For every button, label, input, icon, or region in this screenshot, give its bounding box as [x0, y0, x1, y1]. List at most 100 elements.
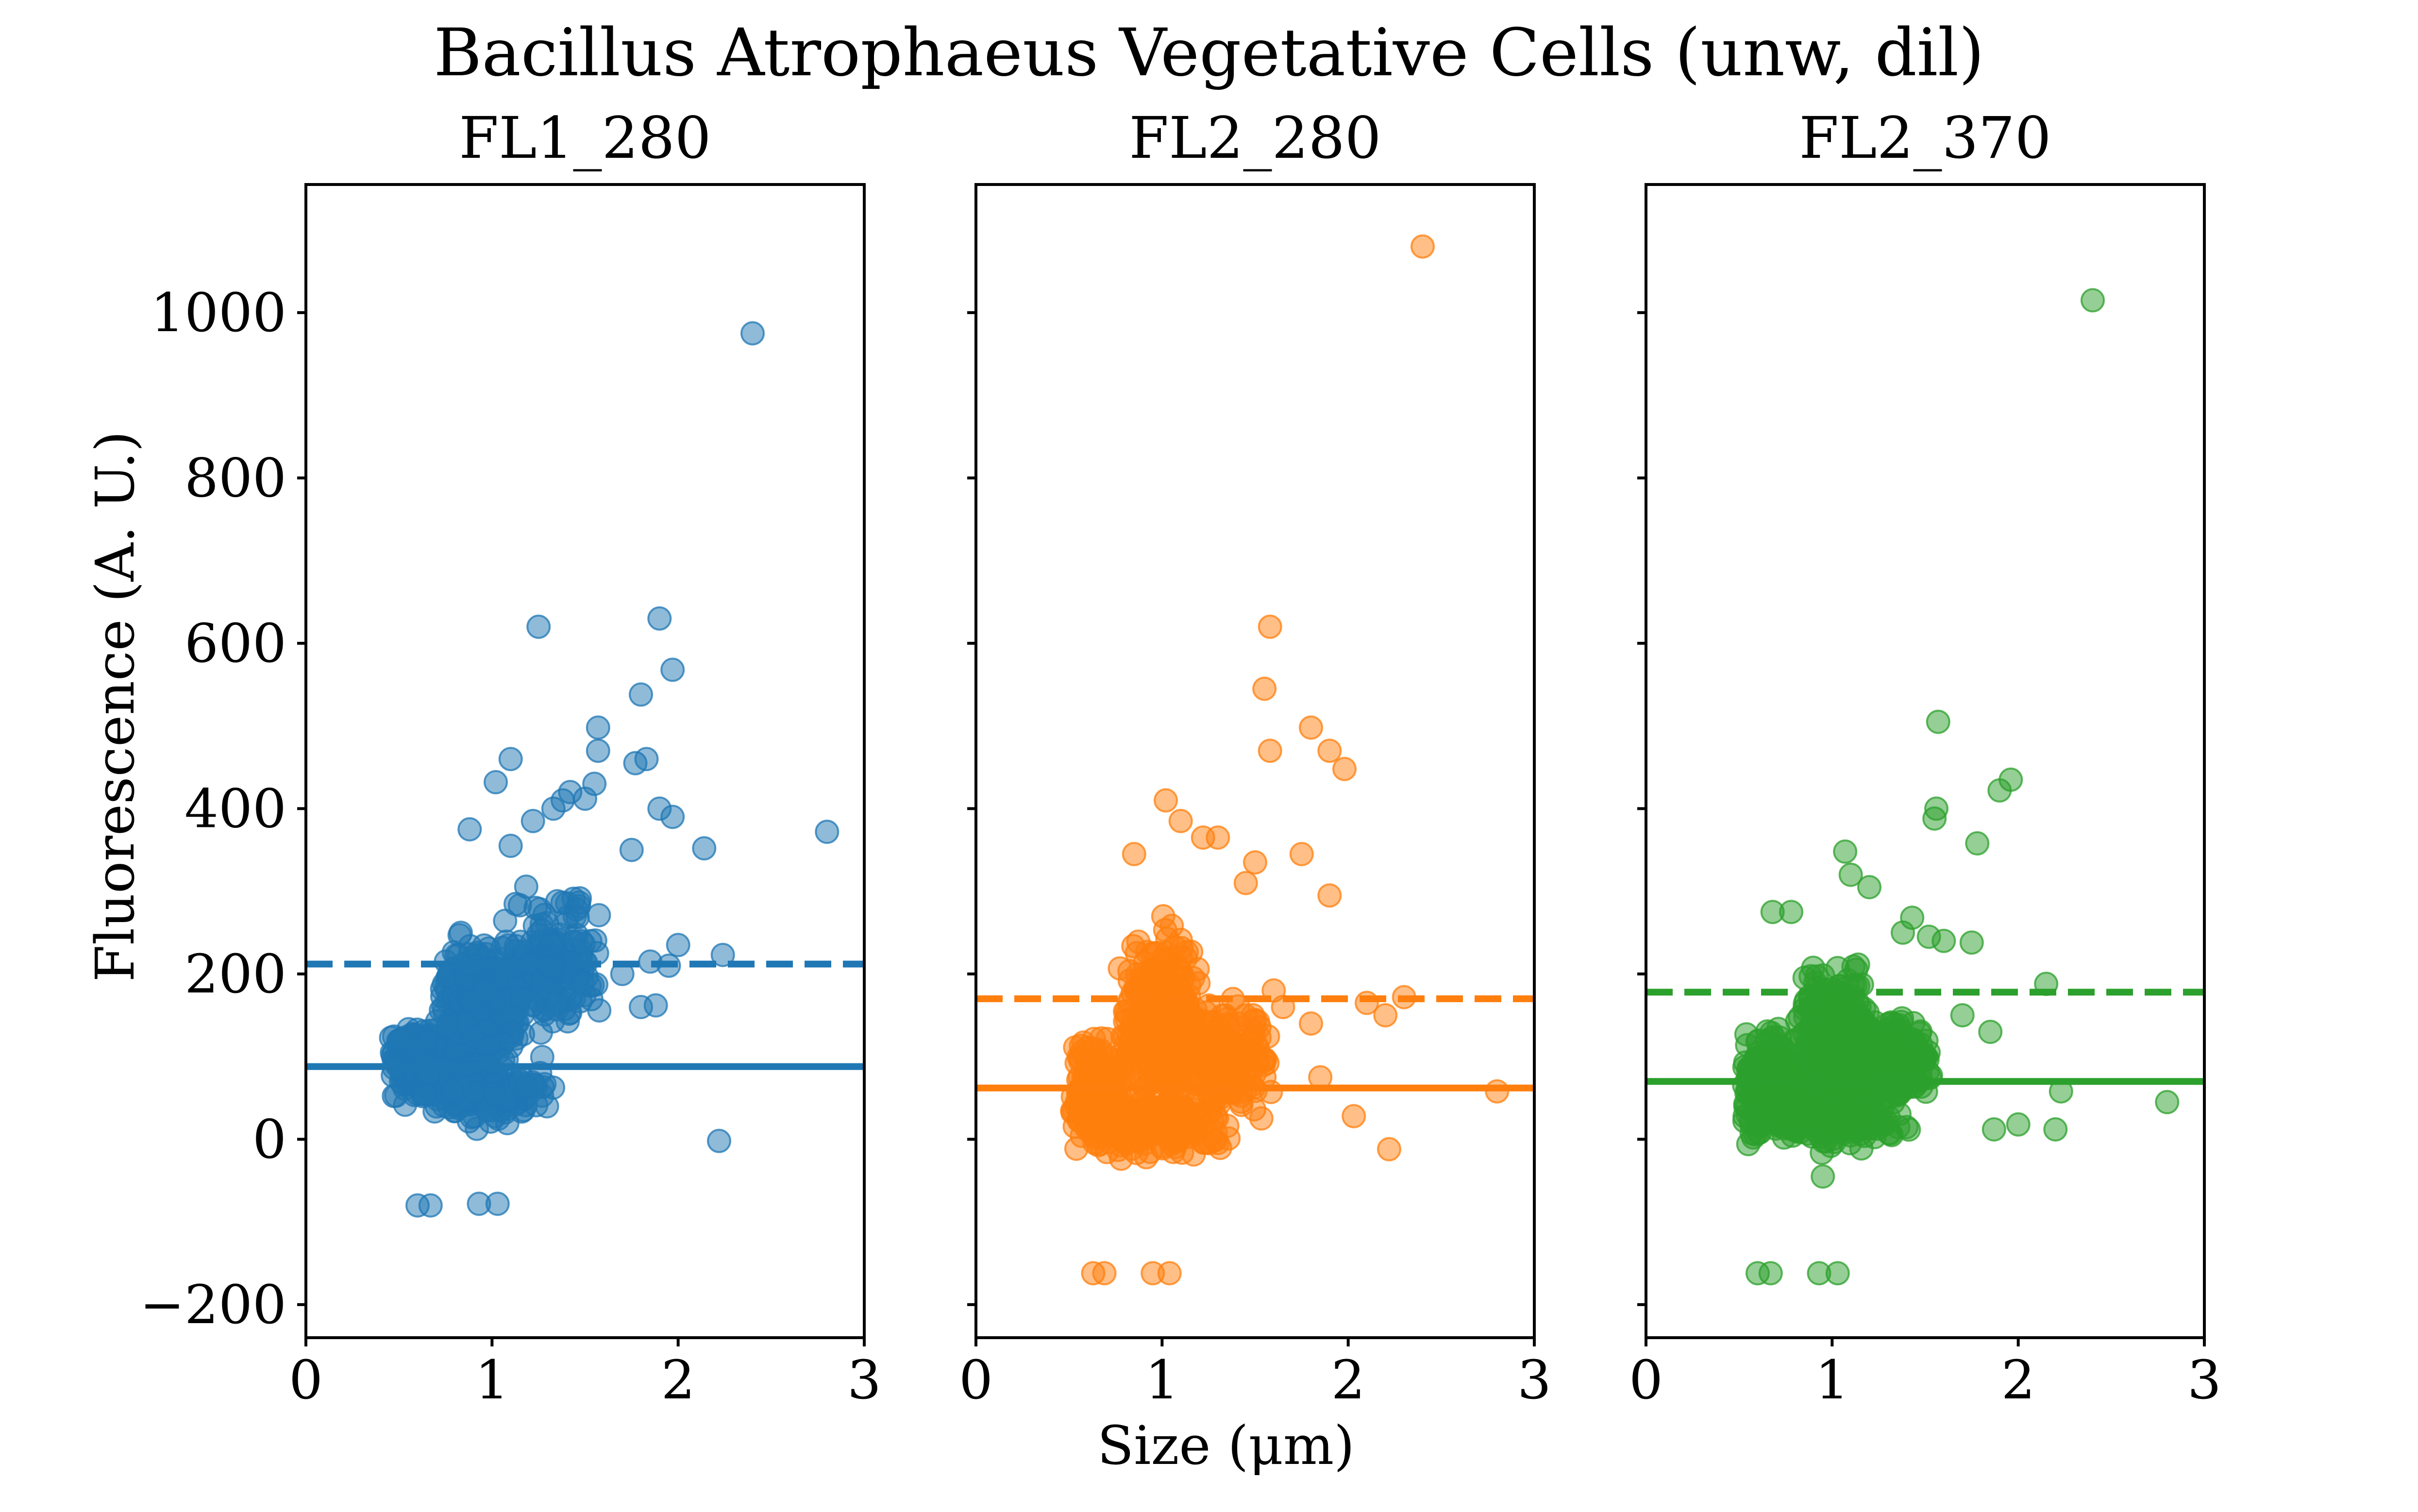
data-point	[1081, 1036, 1106, 1061]
x-tick-label: 2	[2001, 1349, 2035, 1411]
data-point	[1252, 676, 1277, 701]
x-axis-label: Size (μm)	[1097, 1414, 1355, 1477]
data-point	[521, 808, 545, 833]
data-point	[482, 1081, 507, 1106]
data-point	[412, 1081, 437, 1106]
data-point	[440, 1078, 465, 1103]
data-point	[1206, 825, 1230, 850]
data-point	[1233, 871, 1258, 895]
data-point	[1886, 1013, 1911, 1038]
data-point	[629, 682, 653, 707]
data-point	[473, 977, 498, 1002]
data-point	[1242, 1019, 1266, 1043]
x-tick-label: 3	[1517, 1349, 1551, 1411]
data-point	[1168, 808, 1193, 833]
data-point	[526, 614, 551, 639]
data-point	[1812, 1088, 1836, 1112]
y-tick-label: 400	[185, 777, 286, 840]
data-point	[1377, 1137, 1401, 1161]
data-point	[1766, 1107, 1791, 1131]
data-point	[1122, 842, 1146, 866]
data-point	[1792, 965, 1817, 990]
data-point	[1853, 1025, 1878, 1050]
data-point	[543, 991, 568, 1016]
data-point	[1891, 920, 1915, 945]
panel-title: FL2_370	[1799, 104, 2051, 171]
data-point	[1152, 1030, 1177, 1055]
data-point	[1109, 1107, 1134, 1131]
data-point	[457, 817, 482, 841]
data-point	[1844, 958, 1868, 982]
figure-suptitle: Bacillus Atrophaeus Vegetative Cells (un…	[434, 15, 1984, 91]
data-point	[1064, 1136, 1089, 1161]
data-point	[484, 770, 508, 794]
data-point	[1931, 928, 1956, 953]
data-point	[1121, 934, 1146, 958]
x-tick-label: 0	[959, 1349, 993, 1411]
data-point	[1878, 1121, 1902, 1146]
data-point	[541, 1075, 566, 1100]
data-point	[1258, 614, 1282, 639]
data-point	[740, 321, 765, 346]
data-point	[1811, 1164, 1835, 1189]
data-point	[707, 1128, 731, 1153]
data-point	[1317, 739, 1342, 763]
data-point	[1108, 956, 1132, 981]
data-point	[584, 972, 608, 997]
data-point	[647, 606, 672, 631]
panel-title: FL1_280	[459, 104, 711, 171]
data-point	[495, 1111, 520, 1136]
y-tick-label: 200	[185, 943, 286, 1005]
x-tick-label: 1	[1815, 1349, 1849, 1411]
x-tick-label: 0	[289, 1349, 323, 1411]
data-point	[1243, 850, 1267, 875]
axes-frame	[1645, 183, 2206, 1339]
x-tick-label: 1	[1145, 1349, 1179, 1411]
data-point	[1092, 1261, 1117, 1286]
data-point	[2006, 1112, 2031, 1137]
data-point	[1162, 1135, 1187, 1159]
data-point	[1203, 1128, 1228, 1153]
data-point	[692, 836, 717, 861]
data-point	[586, 715, 610, 740]
data-point	[1258, 739, 1282, 763]
data-point	[1978, 1020, 2003, 1044]
y-tick-label: 600	[185, 612, 286, 674]
data-point	[514, 1075, 539, 1099]
data-point	[2081, 288, 2105, 313]
data-point	[1844, 1110, 1868, 1135]
x-tick-label: 2	[661, 1349, 695, 1411]
scatter-points	[1732, 288, 2180, 1286]
axes-frame	[974, 183, 1536, 1339]
data-point	[643, 993, 668, 1018]
data-point	[541, 796, 566, 821]
data-point	[1410, 234, 1435, 259]
data-point	[815, 820, 840, 844]
data-point	[1849, 1136, 1874, 1161]
data-point	[498, 747, 523, 772]
data-point	[529, 1020, 553, 1045]
data-point	[1110, 1052, 1135, 1077]
data-point	[660, 657, 685, 682]
data-point	[660, 805, 685, 829]
data-point	[587, 903, 611, 927]
data-point	[567, 890, 591, 915]
data-point	[571, 932, 596, 956]
data-point	[666, 933, 690, 958]
data-point	[1289, 842, 1314, 866]
data-point	[586, 739, 610, 763]
x-tick-label: 1	[475, 1349, 509, 1411]
data-point	[1779, 900, 1803, 924]
data-point	[1950, 1003, 1975, 1027]
x-tick-label: 3	[2187, 1349, 2221, 1411]
panel-2: FL2_280 0 1 2 3	[959, 104, 1551, 1411]
data-point	[573, 787, 597, 811]
data-point	[1168, 945, 1193, 970]
data-point	[1151, 904, 1175, 928]
data-point	[1987, 778, 2012, 803]
data-point	[1155, 969, 1180, 993]
data-point	[1134, 1145, 1159, 1170]
